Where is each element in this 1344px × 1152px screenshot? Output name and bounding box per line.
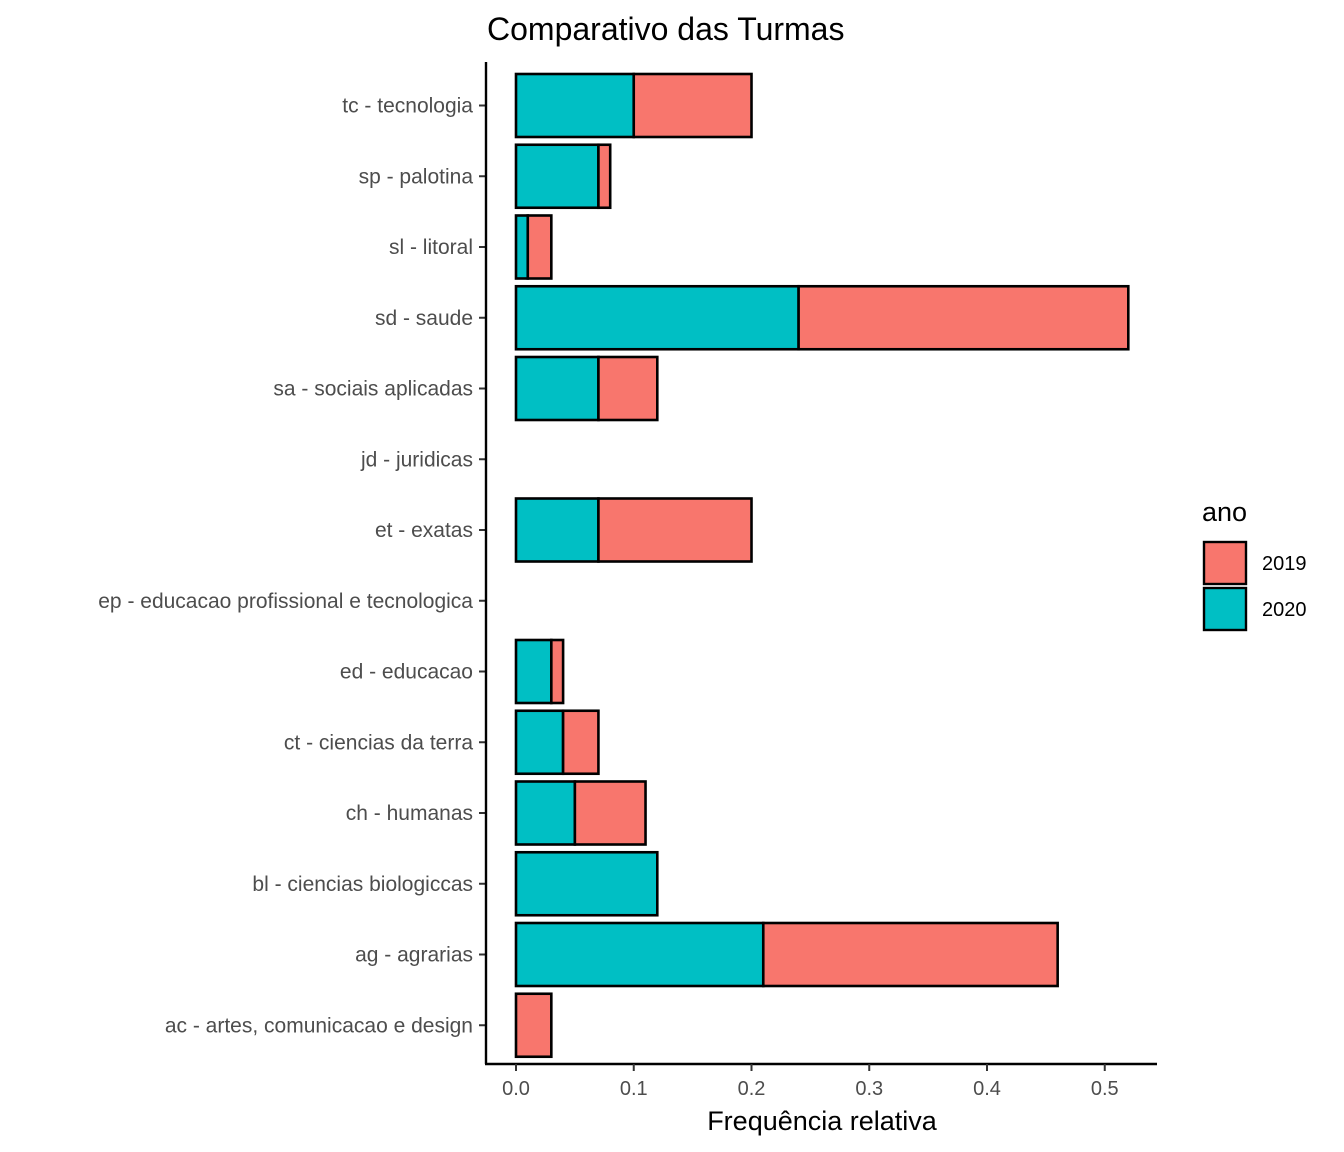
x-tick-label: 0.3 xyxy=(855,1078,883,1100)
bar-2019-ac xyxy=(514,992,553,1059)
y-tick-label: sp - palotina xyxy=(359,165,474,188)
y-tick-label: ed - educacao xyxy=(340,661,473,684)
bar-2019-sa xyxy=(597,355,659,422)
legend-label-2019: 2019 xyxy=(1262,553,1307,575)
y-tick-label: ch - humanas xyxy=(346,802,473,825)
bar-2019-ag xyxy=(761,921,1059,988)
bar-2019-ed xyxy=(550,638,565,705)
legend-swatch-2019 xyxy=(1202,540,1248,586)
y-tick-label: et - exatas xyxy=(375,519,473,542)
y-tick-label: jd - juridicas xyxy=(360,448,473,471)
bar-2020-ag xyxy=(514,921,765,988)
x-tick-label: 0.4 xyxy=(973,1078,1001,1100)
x-tick-label: 0.2 xyxy=(738,1078,766,1100)
chart-title: Comparativo das Turmas xyxy=(487,11,844,47)
bar-2020-sp xyxy=(514,143,600,210)
y-tick-label: ep - educacao profissional e tecnologica xyxy=(98,590,473,613)
y-axis: tc - tecnologia sp - palotina sl - litoral… xyxy=(98,62,488,1064)
bars xyxy=(514,72,1130,1059)
x-tick-label: 0.5 xyxy=(1091,1078,1119,1100)
y-tick-label: ag - agrarias xyxy=(355,944,473,967)
bar-2019-et xyxy=(597,497,753,563)
y-tick-label: bl - ciencias biologiccas xyxy=(252,873,473,896)
bar-2020-ct xyxy=(514,709,565,776)
y-tick-label: ac - artes, comunicacao e design xyxy=(165,1014,473,1037)
x-tick-label: 0.1 xyxy=(620,1078,648,1100)
bar-2019-sp xyxy=(597,143,612,210)
y-tick-label: sd - saude xyxy=(375,307,473,330)
x-axis-title: Frequência relativa xyxy=(707,1106,938,1136)
y-tick-label: tc - tecnologia xyxy=(342,95,473,118)
bar-2019-tc xyxy=(632,72,753,139)
bar-2019-ct xyxy=(561,709,600,776)
bar-2020-et xyxy=(514,497,600,563)
y-tick-label: ct - ciencias da terra xyxy=(284,731,473,754)
bar-2019-ch xyxy=(573,780,647,846)
bar-2020-sl xyxy=(514,214,530,280)
bar-2020-ch xyxy=(514,780,577,846)
legend-title: ano xyxy=(1202,497,1247,527)
legend: ano 2019 2020 xyxy=(1202,497,1307,632)
bar-2020-bl xyxy=(514,850,659,917)
bar-2019-sd xyxy=(797,284,1130,351)
bar-2020-sd xyxy=(514,284,800,351)
y-tick-label: sl - litoral xyxy=(389,236,473,259)
x-axis: 0.0 0.1 0.2 0.3 0.4 0.5 xyxy=(485,1062,1157,1100)
legend-label-2020: 2020 xyxy=(1262,599,1307,621)
bar-2019-sl xyxy=(526,214,553,280)
y-tick-label: sa - sociais aplicadas xyxy=(273,378,473,401)
legend-swatch-2020 xyxy=(1202,586,1248,632)
x-tick-label: 0.0 xyxy=(502,1078,530,1100)
bar-2020-ed xyxy=(514,638,553,705)
bar-2020-tc xyxy=(514,72,636,139)
bar-2020-sa xyxy=(514,355,600,422)
